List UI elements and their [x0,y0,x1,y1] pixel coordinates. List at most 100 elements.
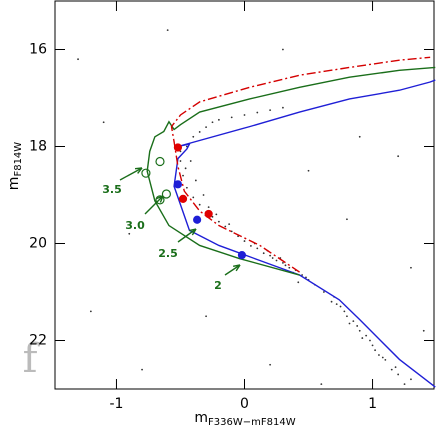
star-point [256,247,259,250]
star-point [358,329,361,332]
star-point [269,254,272,257]
mass-label: 3.0 [125,219,145,232]
star-point [356,325,359,327]
star-point [262,252,265,255]
star-point [269,109,272,112]
star-point [230,116,233,119]
star-point [141,368,143,371]
star-point [339,305,342,308]
star-point [282,106,284,109]
isochrone [146,66,436,276]
star-point [198,203,201,206]
star-point [410,378,412,381]
star-point [365,334,368,337]
star-point [348,322,351,325]
star-point [192,196,195,199]
star-point [320,383,323,386]
star-point [394,366,397,369]
star-point [217,220,220,223]
arrow-shaft [144,195,164,215]
arrow-shaft [224,264,241,276]
star-point [215,213,218,216]
x-axis-label: mF336W−mF814W [194,410,295,428]
y-tick-label: 22 [29,333,47,349]
star-point [403,383,406,386]
isochrone [170,56,431,273]
star-point [352,320,355,322]
star-point [384,359,387,361]
star-point [192,135,195,138]
star-point [185,186,188,189]
y-axis-label: mF814W [6,142,24,190]
star-point [381,356,384,359]
star-point [89,310,92,313]
star-point [358,135,361,138]
star-point [374,349,377,352]
arrow-shaft [119,167,143,181]
star-point [397,373,400,376]
star-point [207,206,210,209]
star-point [275,259,278,262]
star-point [243,114,246,116]
star-point [182,174,184,177]
arrow-head [134,167,143,174]
x-tick-label: 0 [240,396,249,412]
star-point [202,194,205,196]
star-point [390,368,393,371]
star-point [410,266,412,269]
mass-marker [204,209,213,219]
star-point [77,58,79,61]
star-point [361,337,364,339]
star-point [378,354,380,356]
star-point [305,276,307,279]
star-point [250,245,252,247]
star-point [271,257,274,259]
star-point [307,169,310,172]
arrow-shaft [177,228,197,243]
star-point [371,344,374,347]
x-axis-label-main: m [194,410,208,426]
x-axis-label-sub: F336W−m [208,417,261,428]
star-point [228,223,231,226]
arrow-head [156,195,164,203]
star-point [205,315,207,318]
x-axis-label-sub2: F814W [261,417,296,428]
star-point [217,118,220,121]
panel-label: f [23,336,41,382]
star-point [301,274,304,276]
mass-marker [193,215,202,224]
y-axis-label-sub: F814W [13,142,24,177]
star-point [211,121,214,124]
mass-marker [161,189,171,199]
star-point [284,264,287,267]
star-point [346,218,348,221]
star-point [166,29,169,31]
star-point [269,363,272,366]
star-point [282,262,284,264]
star-point [282,48,284,51]
star-point [205,126,207,128]
y-tick-label: 20 [29,236,47,252]
star-point [243,240,246,242]
star-point [211,215,214,218]
star-point [422,329,425,332]
mass-label: 2.5 [158,247,178,260]
star-point [335,303,338,306]
star-point [128,232,131,235]
star-point [256,111,259,114]
star-point [297,281,300,284]
mass-marker [155,195,165,205]
x-tick-label: 1 [368,396,377,412]
y-tick-label: 18 [29,139,47,155]
star-point [189,160,192,162]
mass-label: 2 [214,279,222,292]
star-point [184,167,187,170]
star-point [322,291,325,293]
isochrone [173,79,436,388]
star-point [198,131,201,133]
arrow-head [232,264,241,272]
mass-marker [141,168,151,178]
star-point [397,155,400,158]
mass-marker [155,156,165,167]
mass-label: 3.5 [102,183,122,196]
